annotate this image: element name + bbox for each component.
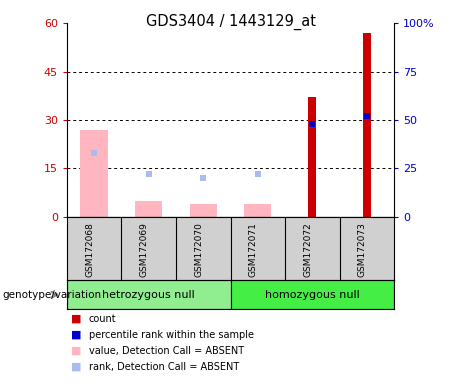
Text: hetrozygous null: hetrozygous null <box>102 290 195 300</box>
Bar <box>81 130 108 217</box>
Bar <box>230 280 394 309</box>
Text: GSM172069: GSM172069 <box>140 222 148 277</box>
Text: GDS3404 / 1443129_at: GDS3404 / 1443129_at <box>146 13 315 30</box>
Text: ■: ■ <box>71 314 82 324</box>
Text: GSM172072: GSM172072 <box>303 222 313 277</box>
Text: genotype/variation: genotype/variation <box>2 290 101 300</box>
Text: rank, Detection Call = ABSENT: rank, Detection Call = ABSENT <box>89 362 239 372</box>
Bar <box>244 204 272 217</box>
Text: GSM172073: GSM172073 <box>358 222 367 277</box>
Text: count: count <box>89 314 117 324</box>
Text: ■: ■ <box>71 362 82 372</box>
Text: percentile rank within the sample: percentile rank within the sample <box>89 330 254 340</box>
Text: homozygous null: homozygous null <box>265 290 360 300</box>
Bar <box>67 280 230 309</box>
Text: GSM172071: GSM172071 <box>249 222 258 277</box>
Bar <box>308 98 316 217</box>
Bar <box>363 33 371 217</box>
Text: ■: ■ <box>71 330 82 340</box>
Text: GSM172070: GSM172070 <box>194 222 203 277</box>
Text: ■: ■ <box>71 346 82 356</box>
Text: value, Detection Call = ABSENT: value, Detection Call = ABSENT <box>89 346 244 356</box>
Bar <box>135 201 162 217</box>
Bar <box>189 204 217 217</box>
Text: GSM172068: GSM172068 <box>85 222 94 277</box>
